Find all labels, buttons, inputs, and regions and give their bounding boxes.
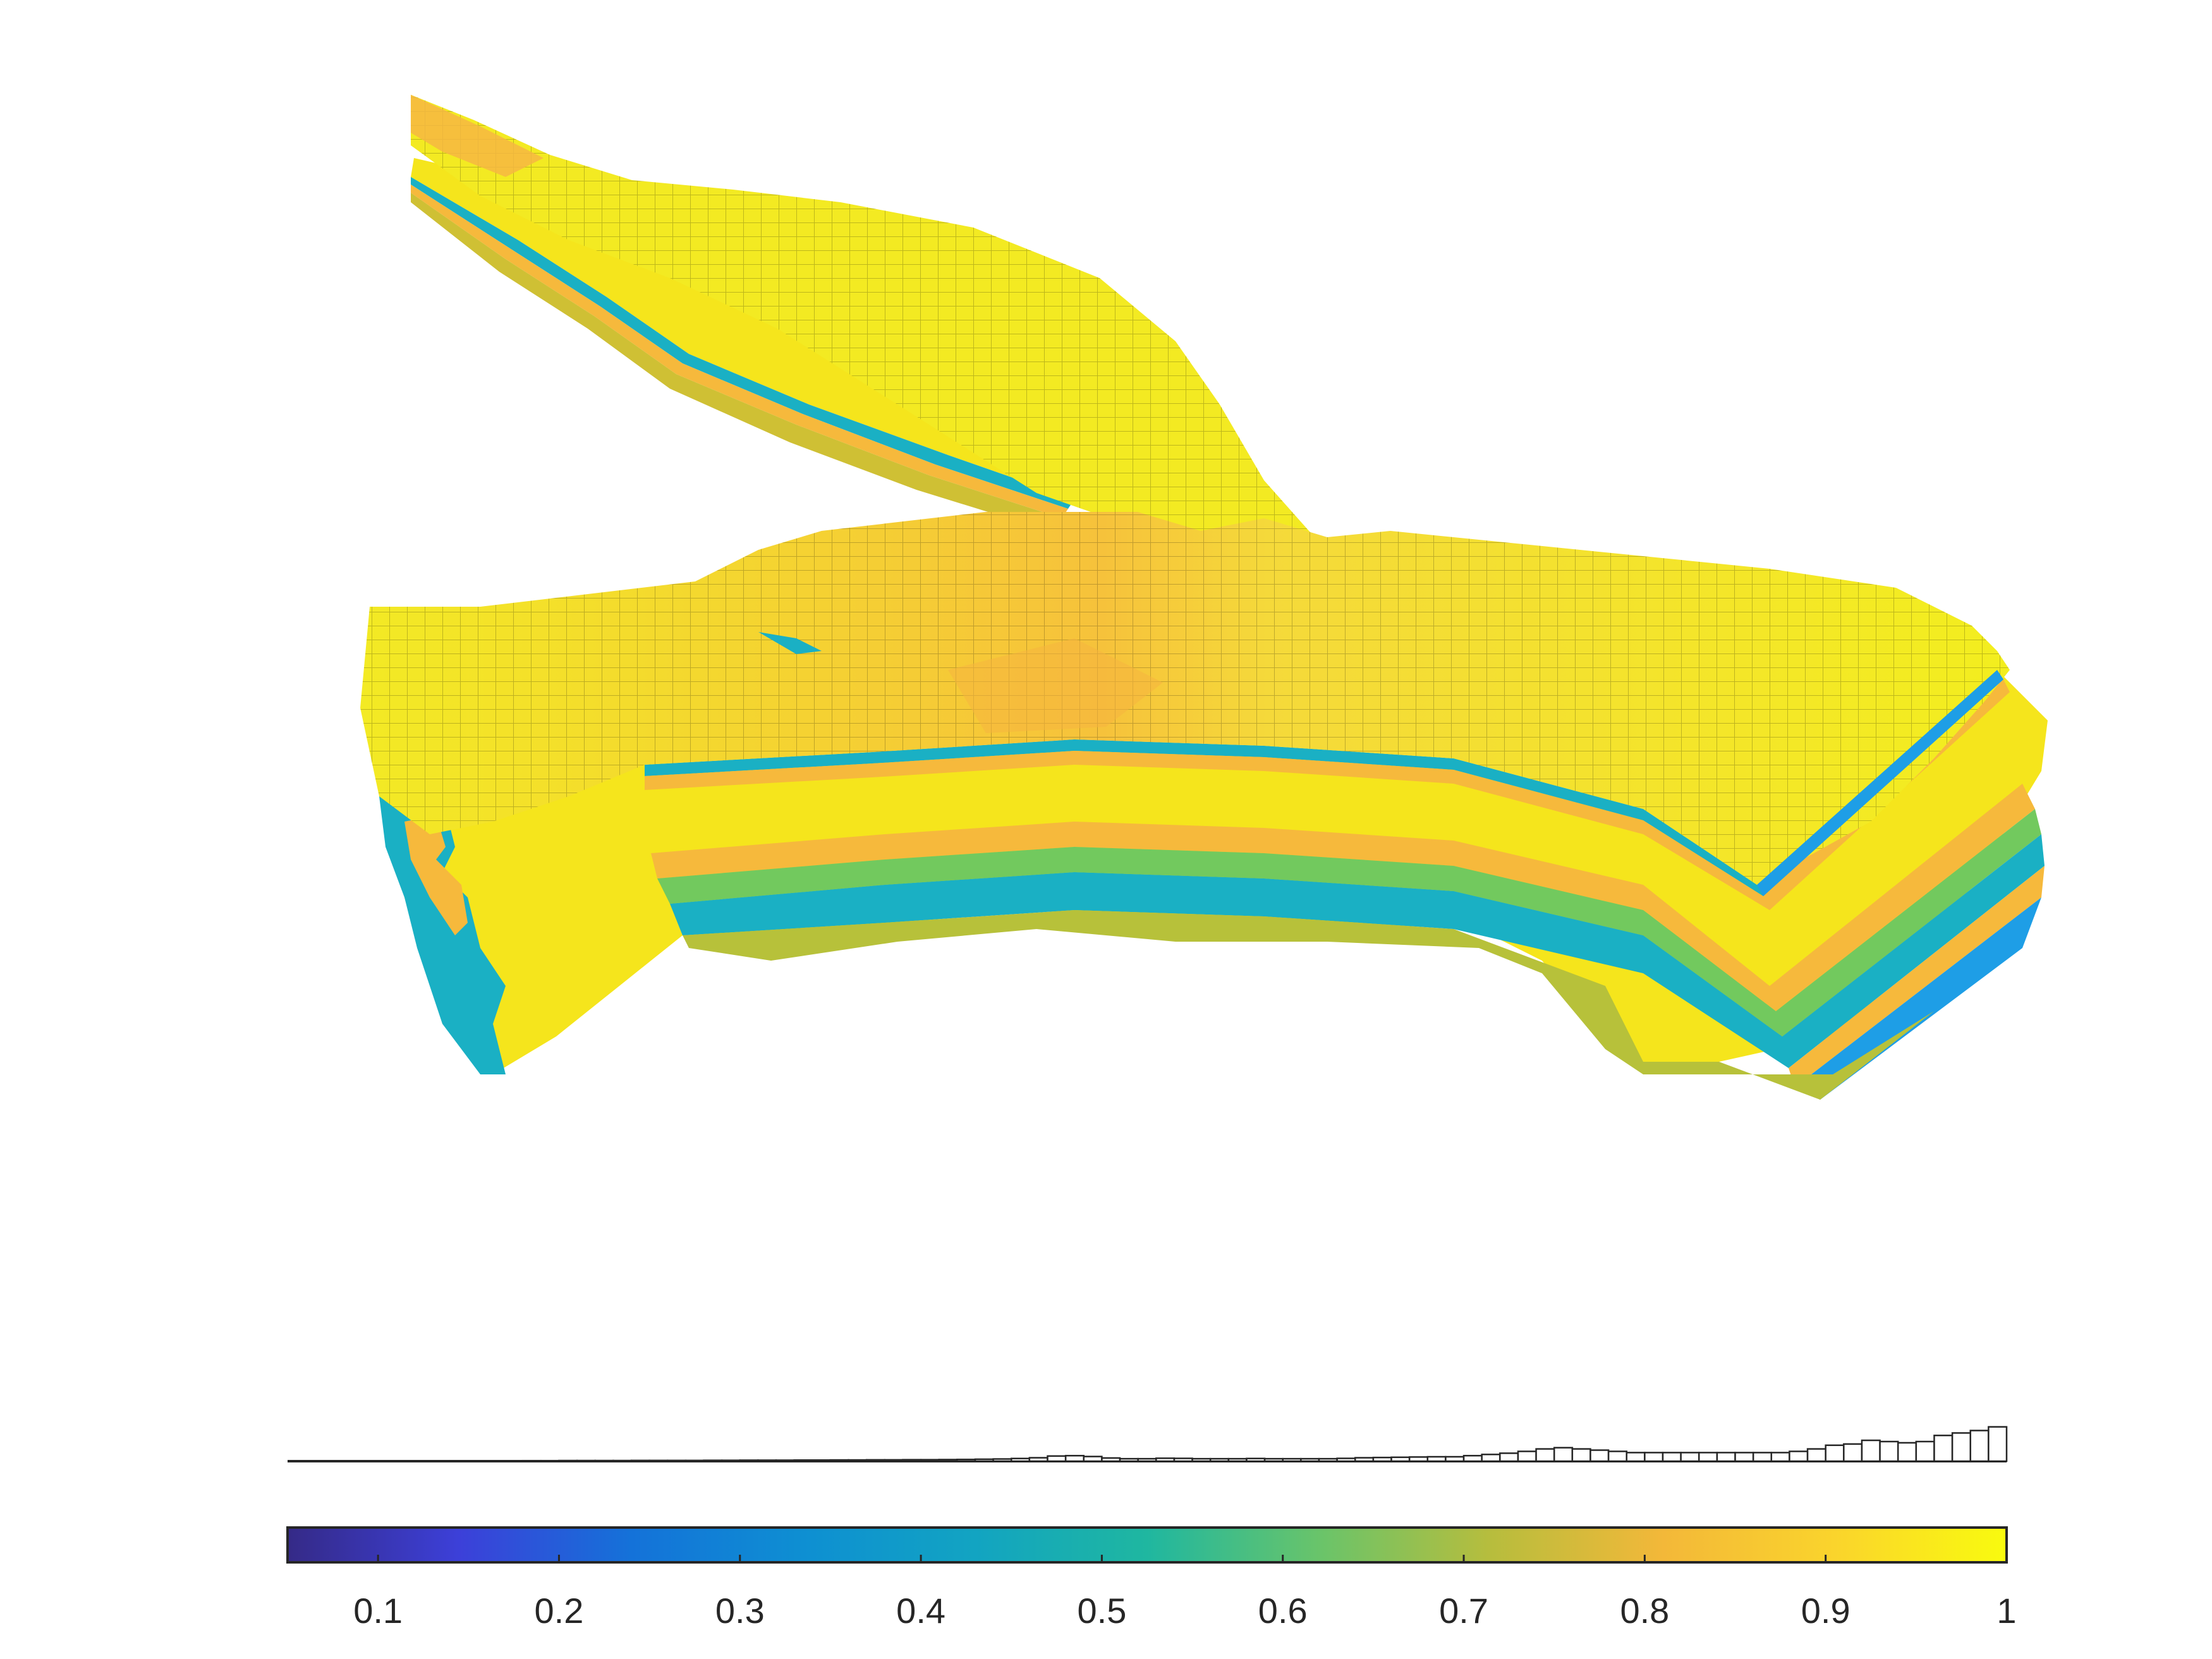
histogram-bar [1626,1452,1646,1462]
histogram-bar [1861,1439,1881,1462]
histogram-bar [1988,1426,2008,1462]
colorbar: 0.1 0.2 0.3 0.4 0.5 0.6 0.7 0.8 0.9 1 [286,1526,2017,1631]
histogram-bar [1445,1455,1465,1462]
histogram-bar [1969,1430,1990,1462]
histogram-bar [1915,1440,1935,1462]
histogram-bar [1101,1457,1121,1462]
histogram-bar [1517,1450,1537,1462]
histogram-bar [1426,1455,1447,1462]
histogram-bar [1770,1452,1790,1462]
histogram-bar [1752,1452,1773,1462]
histogram-bar [865,1459,886,1462]
histogram-bar [793,1459,813,1462]
histogram-bar [1589,1449,1610,1462]
histogram-bar [1047,1455,1067,1462]
histogram-bar [938,1459,958,1462]
histogram-bar [920,1459,940,1462]
histogram-bar [1806,1448,1826,1462]
histogram-bar [884,1459,904,1462]
histogram-bar [1354,1457,1375,1462]
histogram-bar [1227,1457,1248,1462]
histogram-bar [739,1459,759,1462]
histogram-bars [449,1426,2008,1462]
histogram-bar [1191,1457,1212,1462]
histogram-bar [1734,1452,1754,1462]
colorbar-tick-label: 0.9 [1801,1591,1850,1631]
histogram-bar [1607,1450,1627,1462]
histogram-bar [1155,1457,1176,1462]
histogram-bar [1698,1452,1718,1462]
histogram [288,1426,2008,1462]
main-body-layers [379,670,2048,1100]
histogram-bar [974,1458,994,1462]
histogram-bar [1499,1452,1519,1462]
histogram-bar [1083,1455,1103,1462]
histogram-bar [1246,1457,1266,1462]
histogram-bar [1897,1442,1917,1462]
histogram-bar [829,1459,849,1462]
histogram-bar [1789,1450,1809,1462]
colorbar-tick-label: 0.1 [353,1591,403,1631]
histogram-bar [1716,1452,1736,1462]
histogram-bar [1571,1448,1591,1462]
colorbar-tick-label: 0.2 [535,1591,584,1631]
colorbar-tick-label: 0.4 [896,1591,945,1631]
histogram-bar [1951,1432,1971,1462]
histogram-bar [1662,1452,1682,1462]
histogram-bar [1011,1457,1031,1462]
histogram-bar [1209,1457,1230,1462]
histogram-bar [1408,1456,1429,1462]
histogram-bar [1119,1457,1139,1462]
histogram-bar [1028,1457,1048,1462]
colorbar-gradient [286,1526,2008,1564]
histogram-bar [1644,1452,1664,1462]
histogram-bar [1173,1457,1193,1462]
histogram-bar [1336,1457,1356,1462]
histogram-bar [992,1458,1012,1462]
histogram-bar [1535,1448,1555,1462]
histogram-bar [1933,1435,1954,1462]
histogram-bar [1137,1457,1157,1462]
colorbar-tick-label: 0.5 [1077,1591,1126,1631]
histogram-bar [956,1459,976,1462]
histogram-bar [1553,1447,1574,1462]
reservoir-model [360,95,2048,1100]
colorbar-tick-label: 0.6 [1258,1591,1308,1631]
colorbar-tick-label: 0.8 [1620,1591,1669,1631]
colorbar-tick-label: 1 [1996,1591,2016,1631]
histogram-bar [1825,1444,1845,1462]
histogram-bar [1300,1457,1320,1462]
colorbar-tick-label: 0.3 [715,1591,765,1631]
histogram-bar [1390,1456,1411,1462]
histogram-bar [1462,1455,1483,1462]
histogram-bar [1481,1454,1501,1462]
histogram-bar [811,1459,832,1462]
histogram-bar [775,1459,795,1462]
histogram-bar [1879,1440,1899,1462]
histogram-bar [1843,1443,1863,1462]
histogram-bar [902,1459,922,1462]
histogram-bar [1064,1455,1085,1462]
histogram-bar [1318,1457,1338,1462]
colorbar-tick-label: 0.7 [1439,1591,1488,1631]
histogram-bar [1282,1457,1302,1462]
histogram-bar [757,1459,777,1462]
histogram-bar [848,1459,868,1462]
histogram-bar [1680,1452,1700,1462]
histogram-bar [1372,1456,1392,1462]
colorbar-ticks: 0.1 0.2 0.3 0.4 0.5 0.6 0.7 0.8 0.9 1 [353,1555,2017,1631]
histogram-bar [1263,1457,1284,1462]
